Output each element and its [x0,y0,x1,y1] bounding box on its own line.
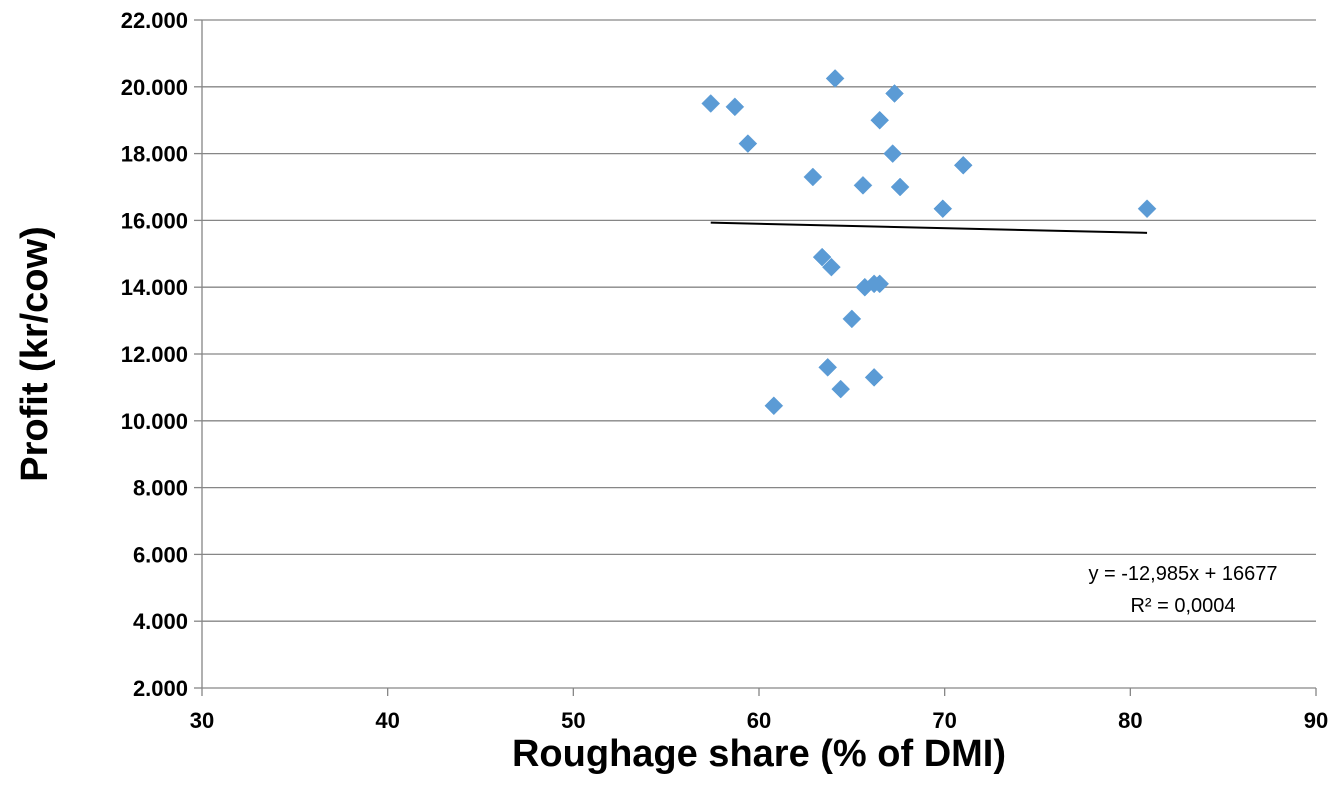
y-tick-label: 10.000 [121,409,188,434]
y-tick-label: 16.000 [121,208,188,233]
scatter-point [831,379,851,399]
scatter-point [822,257,841,277]
y-tick-label: 6.000 [133,542,188,567]
y-tick-labels: 2.000 4.000 6.000 8.000 10.000 12.000 14.000 16… [121,8,188,701]
y-tick-label: 14.000 [121,275,188,300]
y-tick-label: 8.000 [133,476,188,501]
scatter-point [812,247,832,267]
data-points [701,69,1157,416]
x-tick-label: 50 [561,708,585,733]
scatter-point [953,155,973,175]
x-tick-label: 90 [1304,708,1328,733]
x-tick-label: 60 [747,708,771,733]
scatter-point [738,134,758,153]
trendline [710,221,1148,234]
y-tick-label: 18.000 [121,142,188,167]
y-tick-label: 20.000 [121,75,188,100]
trendline-equation: y = -12,985x + 16677 [1088,563,1277,585]
y-tick-label: 22.000 [121,8,188,33]
scatter-point [764,396,784,416]
trendline-group [710,221,1148,234]
y-tick-label: 2.000 [133,676,188,701]
scatter-point [890,177,910,197]
scatter-point [725,97,745,117]
scatter-point [701,94,721,113]
scatter-point [883,144,903,163]
x-tick-label: 40 [375,708,399,733]
scatter-point [870,110,890,130]
y-tick-label: 4.000 [133,609,188,634]
scatter-point [933,199,953,219]
x-tick-label: 30 [190,708,214,733]
y-tick-label: 12.000 [121,342,188,367]
scatter-point [885,84,904,103]
axes [194,19,1317,696]
gridlines [202,19,1316,622]
scatter-point [853,175,873,195]
scatter-point [1137,199,1157,219]
scatter-point [818,358,838,377]
scatter-point [825,69,845,88]
scatter-point [803,167,823,187]
x-tick-label: 70 [932,708,956,733]
scatter-point [864,368,884,387]
trendline-r-squared: R² = 0,0004 [1130,595,1235,617]
x-tick-labels: 30 40 50 60 70 80 90 [190,708,1328,733]
y-axis-title: Profit (kr/cow) [14,226,56,481]
scatter-point [842,309,862,329]
x-axis-title: Roughage share (% of DMI) [512,733,1006,775]
scatter-point [870,274,890,294]
x-tick-label: 80 [1118,708,1142,733]
